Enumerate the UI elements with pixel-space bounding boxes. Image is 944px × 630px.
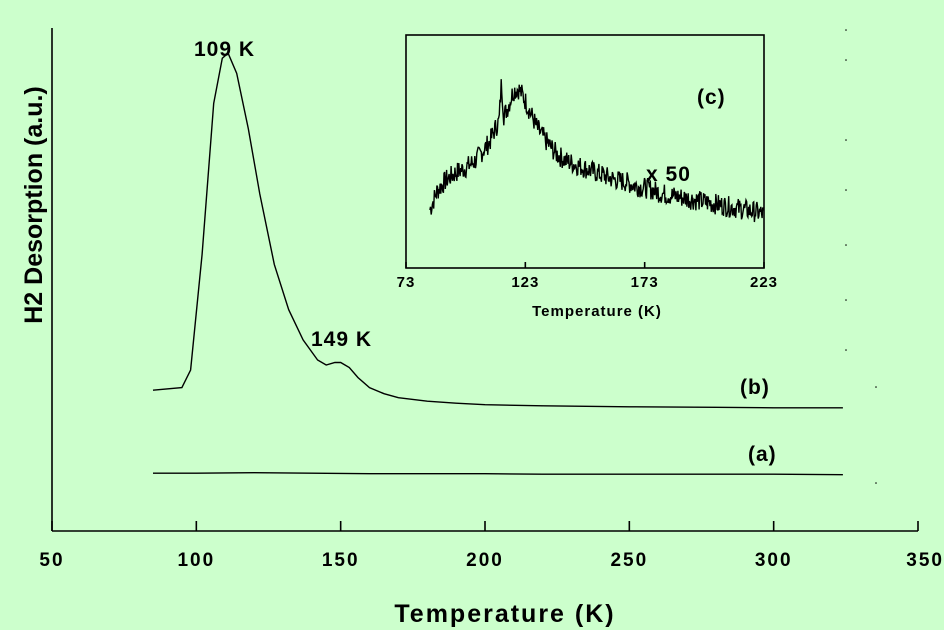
main-series [152,52,843,476]
inset-x-tick-label: 73 [397,274,416,291]
inset-panel-label: (c) [697,86,726,109]
inset-x-axis-title: Temperature (K) [532,303,662,320]
x-tick-label: 50 [39,550,64,571]
inset-frame [405,34,765,269]
inset-x-tick-label: 173 [631,274,659,291]
series-b-line [152,52,843,409]
x-tick-label: 150 [322,550,360,571]
inset-multiplier-label: x 50 [646,163,691,186]
inset-chart: 73 123 173 223 Temperature (K) (c) x 50 [397,34,778,320]
peak-149-label: 149 K [311,328,372,351]
inset-series-line [429,79,765,223]
main-x-ticks: 50 100 150 200 250 300 350 [39,521,944,571]
x-tick-label: 350 [906,550,944,571]
frame-dots [845,29,877,484]
inset-x-ticks: 73 123 173 223 [397,262,778,291]
x-axis-title: Temperature (K) [394,600,615,628]
series-a-label: (a) [748,443,777,466]
x-tick-label: 300 [755,550,793,571]
x-tick-label: 100 [177,550,215,571]
peak-109-label: 109 K [194,38,255,61]
series-a-line [153,471,843,476]
inset-x-tick-label: 123 [511,274,539,291]
x-tick-label: 200 [466,550,504,571]
x-tick-label: 250 [610,550,648,571]
inset-x-tick-label: 223 [750,274,778,291]
series-b-label: (b) [740,376,770,399]
y-axis-title: H2 Desorption (a.u.) [20,86,48,324]
